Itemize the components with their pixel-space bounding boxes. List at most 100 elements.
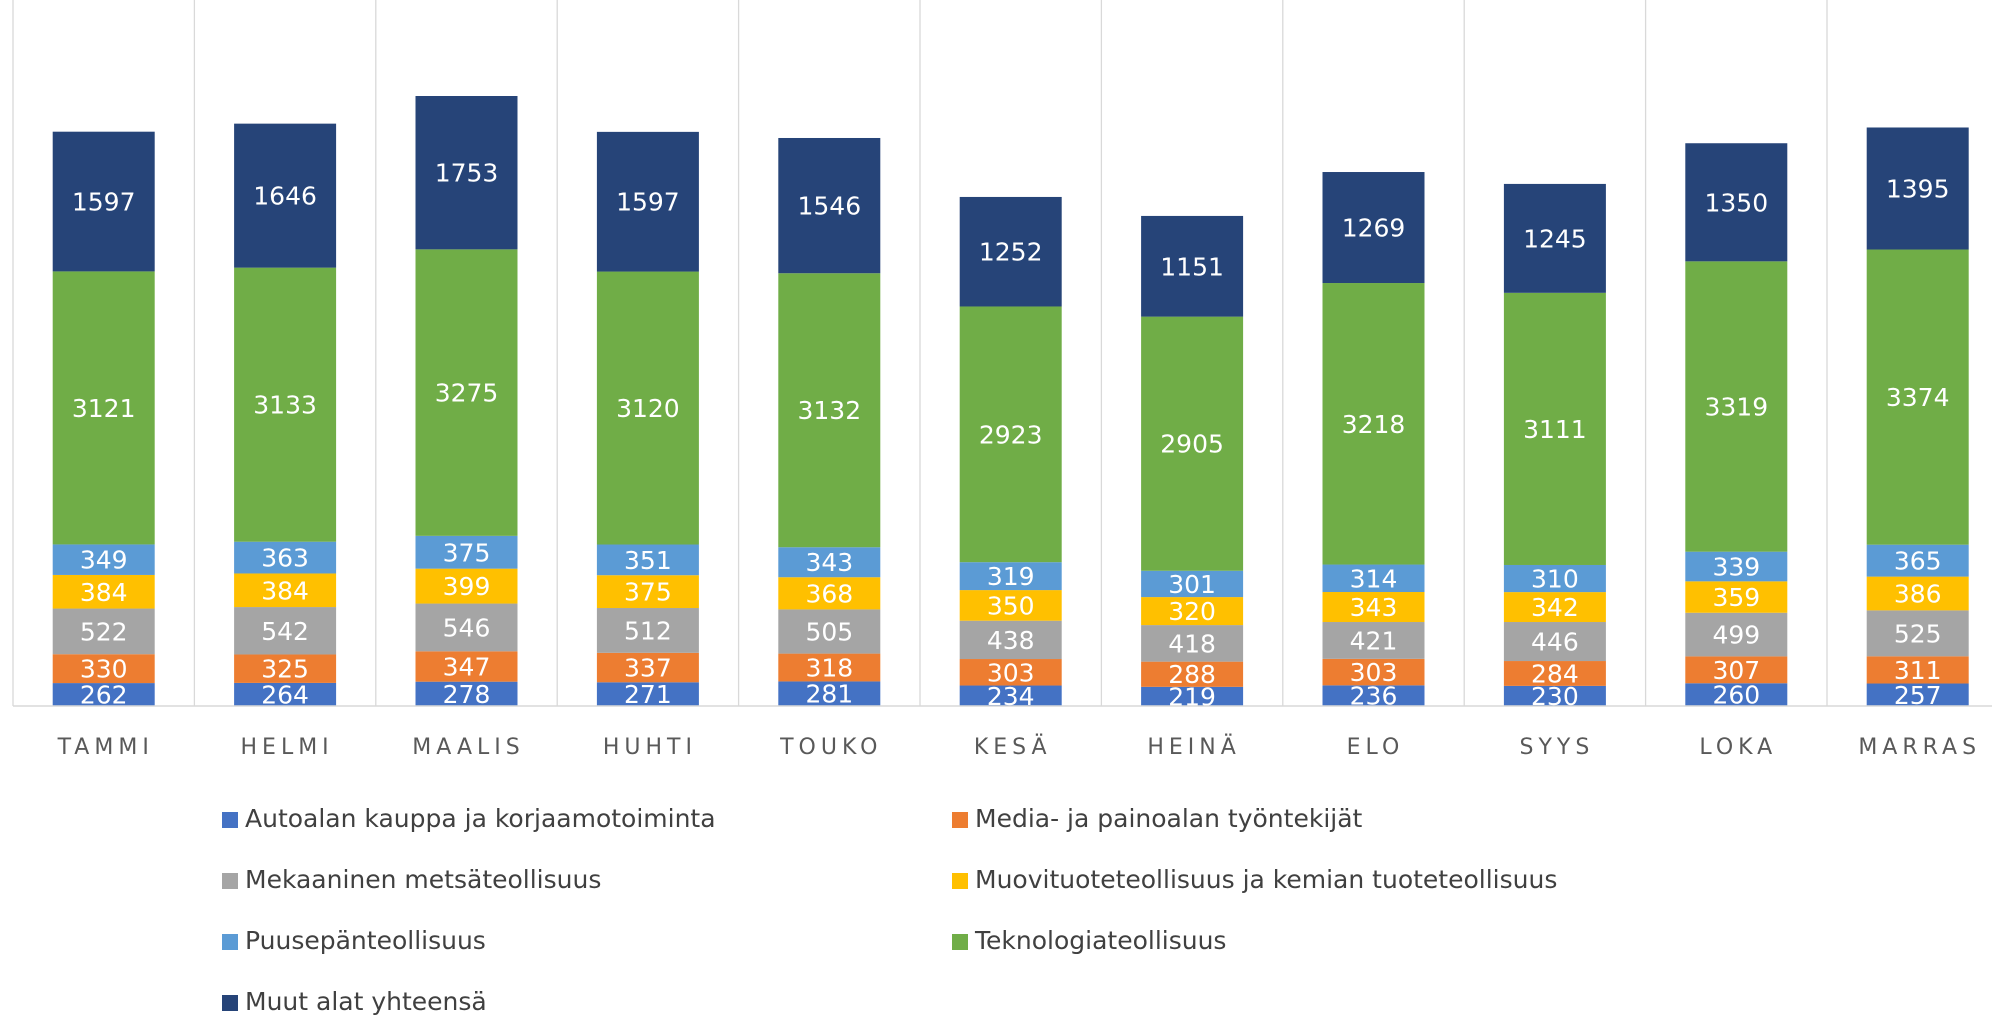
data-label: 303	[987, 658, 1035, 687]
x-tick-label: KESÄ	[974, 734, 1052, 760]
bar-segment	[1322, 622, 1425, 659]
legend-swatch	[222, 812, 238, 828]
data-label: 3132	[797, 396, 861, 425]
data-label: 3218	[1342, 410, 1406, 439]
data-label: 375	[443, 538, 491, 567]
bar-segment	[959, 306, 1062, 563]
bar-segment	[1866, 576, 1969, 611]
data-label: 262	[80, 681, 128, 710]
data-label: 3275	[435, 379, 499, 408]
bar-segment	[1322, 283, 1425, 565]
data-label: 512	[624, 616, 672, 645]
bar-segment	[778, 653, 881, 682]
legend-label: Mekaaninen metsäteollisuus	[245, 865, 601, 894]
bar-segment	[596, 271, 699, 545]
bar-segment	[596, 682, 699, 706]
x-tick-label: ELO	[1347, 735, 1405, 760]
legend-swatch	[952, 873, 968, 889]
bar-segment	[1685, 683, 1788, 706]
data-label: 438	[987, 626, 1035, 655]
data-label: 505	[805, 618, 853, 647]
bar-segment	[52, 654, 155, 684]
bar-segment	[596, 608, 699, 653]
bar-segment	[959, 620, 1062, 660]
data-label: 542	[261, 617, 309, 646]
bar-segment	[1685, 551, 1788, 582]
bar-segment	[1685, 612, 1788, 657]
bar-segment	[415, 568, 518, 604]
bar-segment	[596, 544, 699, 576]
bar-segment	[1503, 685, 1606, 706]
data-label: 499	[1712, 621, 1760, 650]
data-label: 351	[624, 546, 672, 575]
bar-segment	[1503, 622, 1606, 662]
data-label: 1646	[253, 182, 317, 211]
data-label: 2905	[1160, 430, 1224, 459]
x-tick-label: HELMI	[241, 735, 334, 760]
data-label: 1245	[1523, 224, 1587, 253]
bar-segment	[1322, 658, 1425, 686]
data-label: 365	[1894, 547, 1942, 576]
bar-segment	[234, 573, 337, 608]
data-label: 399	[443, 572, 491, 601]
data-label: 342	[1531, 593, 1579, 622]
data-label: 418	[1168, 629, 1216, 658]
bar-segment	[959, 590, 1062, 621]
data-label: 288	[1168, 660, 1216, 689]
bar-segment	[1503, 292, 1606, 565]
data-label: 343	[805, 548, 853, 577]
bar-segment	[1141, 661, 1244, 687]
data-label: 260	[1712, 681, 1760, 710]
bar-segment	[415, 96, 518, 250]
bar-segment	[778, 273, 881, 548]
data-label: 3111	[1523, 415, 1587, 444]
data-label: 525	[1894, 619, 1942, 648]
data-label: 359	[1712, 583, 1760, 612]
data-label: 325	[261, 655, 309, 684]
bar-segment	[1866, 249, 1969, 545]
x-tick-label: TOUKO	[779, 735, 882, 760]
data-label: 1395	[1886, 175, 1950, 204]
bar-segment	[959, 659, 1062, 686]
bar-segment	[234, 267, 337, 542]
bar-segment	[415, 603, 518, 652]
bar-segment	[778, 137, 881, 274]
data-label: 284	[1531, 659, 1579, 688]
data-label: 330	[80, 655, 128, 684]
x-tick-label: SYYS	[1519, 735, 1594, 760]
bar-segment	[1866, 544, 1969, 577]
data-label: 281	[805, 680, 853, 709]
data-label: 2923	[979, 420, 1043, 449]
bar-segment	[778, 547, 881, 578]
data-label: 303	[1350, 658, 1398, 687]
x-tick-label: HEINÄ	[1147, 734, 1240, 760]
data-label: 421	[1350, 626, 1398, 655]
bar-segment	[596, 575, 699, 609]
data-label: 320	[1168, 597, 1216, 626]
x-tick-label: LOKA	[1699, 735, 1777, 760]
bar-segment	[52, 683, 155, 706]
data-label: 1597	[616, 188, 680, 217]
bar-segment	[234, 607, 337, 655]
data-label: 1546	[797, 192, 861, 221]
data-label: 384	[80, 578, 128, 607]
data-label: 446	[1531, 628, 1579, 657]
data-label: 314	[1350, 564, 1398, 593]
data-label: 3319	[1704, 393, 1768, 422]
legend-label: Puusepänteollisuus	[245, 926, 486, 955]
data-label: 257	[1894, 681, 1942, 710]
x-tick-label: MAALIS	[412, 735, 524, 760]
bar-segment	[52, 608, 155, 655]
bar-segment	[1503, 183, 1606, 293]
bar-segment	[1141, 686, 1244, 706]
legend-swatch	[222, 873, 238, 889]
bar-segment	[1685, 656, 1788, 684]
bar-segment	[1503, 564, 1606, 593]
bar-segment	[1866, 683, 1969, 706]
bar-segment	[1141, 570, 1244, 598]
x-tick-label: MARRAS	[1858, 735, 1981, 760]
bar-segment	[1503, 661, 1606, 686]
bar-segment	[596, 131, 699, 272]
bar-segment	[415, 249, 518, 536]
data-label: 3121	[72, 394, 136, 423]
